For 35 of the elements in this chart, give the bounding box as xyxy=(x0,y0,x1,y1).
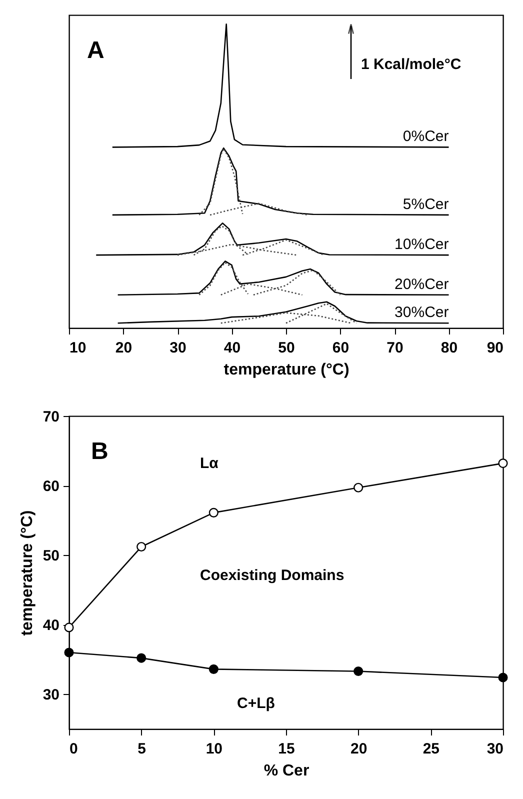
x-tick-label: 90 xyxy=(486,340,504,356)
annotation: C+Lβ xyxy=(237,695,275,712)
x-tick-label: 10 xyxy=(70,340,86,356)
x-tick-label: 0 xyxy=(70,740,78,758)
x-tick-label: 5 xyxy=(138,740,146,758)
x-axis-title: % Cer xyxy=(264,762,310,780)
x-tick-label: 10 xyxy=(206,740,223,758)
x-tick-label: 80 xyxy=(440,340,458,356)
series-label: 5%Cer xyxy=(402,196,449,213)
annotation: Coexisting Domains xyxy=(200,567,344,584)
x-tick-label: 20 xyxy=(115,340,132,356)
annotation: Lα xyxy=(200,455,220,472)
x-tick-label: 30 xyxy=(486,740,504,758)
x-tick-label: 30 xyxy=(170,340,186,356)
x-tick-label: 60 xyxy=(332,340,350,356)
x-tick-label: 25 xyxy=(422,740,440,758)
annotation: 1 Kcal/mole°C xyxy=(361,56,462,73)
y-tick-label: 60 xyxy=(42,478,60,496)
y-tick-label: 70 xyxy=(42,408,60,426)
x-tick-label: 40 xyxy=(224,340,241,356)
y-tick-label: 40 xyxy=(42,617,60,634)
series-label: 0%Cer xyxy=(402,128,449,146)
x-axis-title: temperature (°C) xyxy=(224,362,350,378)
x-tick-label: 70 xyxy=(386,340,404,356)
annotation: B xyxy=(91,438,108,465)
series-label: 20%Cer xyxy=(394,276,449,293)
y-tick-label: 50 xyxy=(42,548,60,565)
y-tick-label: 30 xyxy=(42,686,60,704)
x-tick-label: 20 xyxy=(350,740,368,758)
annotation: A xyxy=(87,37,104,64)
series-label: 10%Cer xyxy=(394,236,449,254)
y-axis-title: temperature (°C) xyxy=(18,510,36,636)
x-tick-label: 15 xyxy=(278,740,295,758)
x-tick-label: 50 xyxy=(278,340,295,356)
series-label: 30%Cer xyxy=(394,304,449,322)
